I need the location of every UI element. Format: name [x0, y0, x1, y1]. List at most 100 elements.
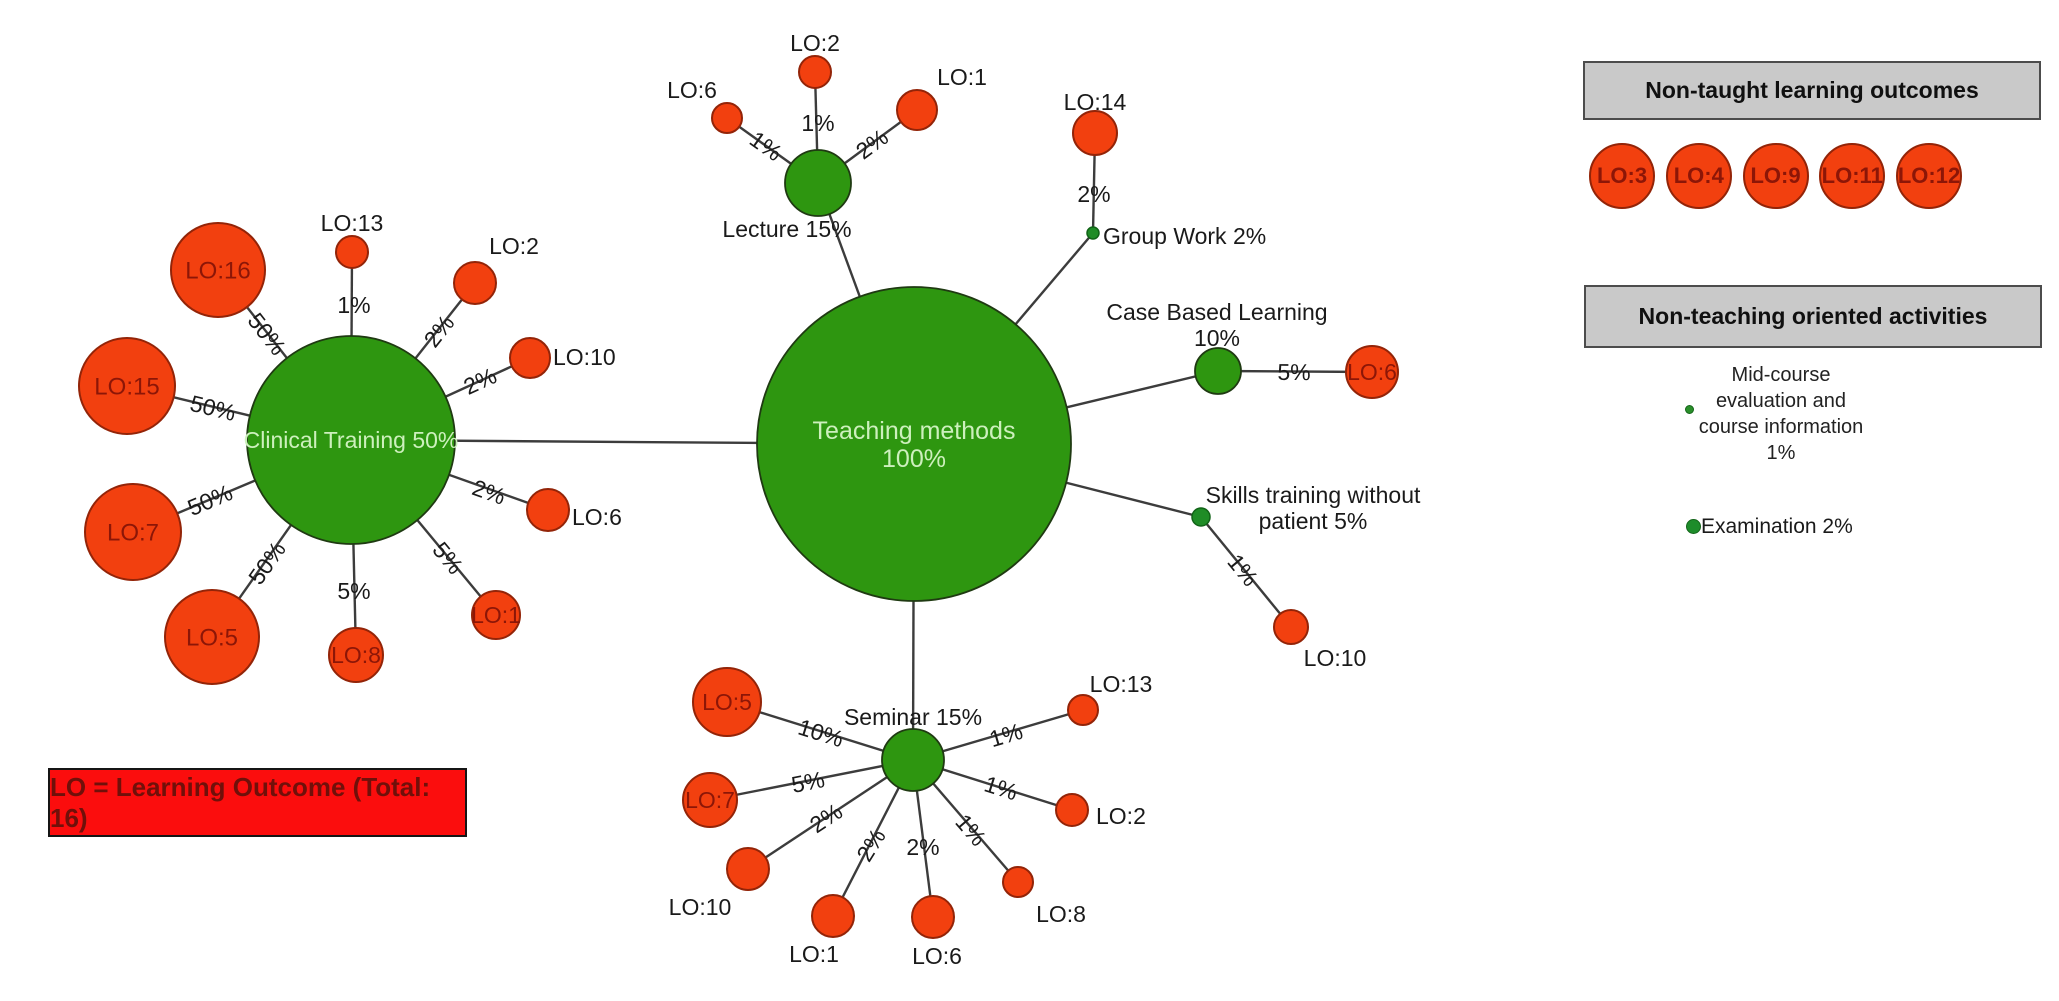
node-label-c8-0: LO:8 — [331, 642, 381, 668]
node-label-c15-0: LO:15 — [94, 373, 159, 400]
legend-item-mid-course: Mid-course evaluation and course informa… — [1661, 362, 1901, 466]
node-label-seminar-0: Seminar 15% — [844, 704, 982, 730]
node-m2 — [1055, 793, 1089, 827]
mid-course-line-1: Mid-course — [1731, 364, 1831, 386]
node-m7 — [682, 772, 738, 828]
legend-outcome-label-1: LO:3 — [1596, 163, 1648, 188]
legend-outcome-label-4: LO:11 — [1821, 163, 1883, 188]
node-l1 — [896, 89, 938, 131]
node-label-skills-0: Skills training without — [1206, 482, 1421, 508]
node-m6 — [911, 895, 955, 939]
node-teaching — [756, 286, 1072, 602]
edge-label-seminar-m1: 2% — [851, 824, 891, 866]
legend-non-taught-title: Non-taught learning outcomes — [1645, 77, 1979, 103]
node-c5 — [164, 589, 260, 685]
node-label-m5-0: LO:5 — [702, 689, 752, 715]
legend-outcome-circle-4: LO:11 — [1819, 143, 1886, 209]
edge-label-clinical-c7: 50% — [184, 479, 237, 521]
node-c16 — [170, 222, 266, 318]
nodes-layer — [78, 55, 1399, 939]
node-c8 — [328, 627, 384, 683]
node-label-clinical-0: Clinical Training 50% — [244, 427, 459, 453]
node-c2 — [453, 261, 497, 305]
node-lecture — [784, 149, 852, 217]
legend-outcome-circle-1: LO:3 — [1589, 143, 1655, 209]
edge-label-lecture-l2: 1% — [801, 110, 834, 136]
edge-label-lecture-l6: 1% — [745, 126, 787, 166]
node-m1 — [811, 894, 855, 938]
examination-dot-icon — [1686, 519, 1701, 534]
node-m10 — [726, 847, 770, 891]
legend-non-teaching-title: Non-teaching oriented activities — [1638, 303, 1988, 329]
legend-outcome-label-5: LO:12 — [1897, 163, 1961, 188]
edge-seminar-m10 — [747, 758, 914, 871]
node-label-l1-0: LO:1 — [937, 64, 987, 90]
edge-label-clinical-c6: 2% — [469, 474, 509, 510]
node-c1 — [471, 590, 521, 640]
edge-label-clinical-c15: 50% — [188, 390, 239, 426]
node-label-c16-0: LO:16 — [185, 257, 250, 284]
node-label-m10-0: LO:10 — [669, 894, 732, 920]
node-label-skills-1: patient 5% — [1259, 508, 1368, 534]
node-m8 — [1002, 866, 1034, 898]
node-groupwork — [1086, 226, 1100, 240]
node-c13 — [335, 235, 369, 269]
legend-outcome-label-2: LO:4 — [1673, 163, 1724, 188]
node-label-c1-0: LO:1 — [471, 602, 521, 628]
node-c6 — [526, 488, 570, 532]
edge-label-lecture-l1: 2% — [851, 124, 893, 165]
edge-label-seminar-m13: 1% — [986, 718, 1025, 752]
node-label-teaching-0: Teaching methods — [813, 417, 1016, 445]
legend-non-teaching-header: Non-teaching oriented activities — [1584, 285, 2042, 348]
node-label-b6-0: LO:6 — [1347, 359, 1397, 385]
node-label-m7-0: LO:7 — [685, 787, 735, 813]
node-m13 — [1067, 694, 1099, 726]
node-c7 — [84, 483, 182, 581]
examination-label: Examination 2% — [1701, 515, 1853, 538]
node-seminar — [881, 728, 945, 792]
node-label-c5-0: LO:5 — [186, 624, 238, 651]
node-label-l6-0: LO:6 — [667, 77, 717, 103]
mid-course-dot-icon — [1685, 405, 1694, 414]
mid-course-line-2: evaluation and — [1715, 390, 1847, 412]
edge-seminar-m7 — [709, 758, 914, 802]
node-label-groupwork-0: Group Work 2% — [1103, 223, 1266, 249]
node-label-s10-0: LO:10 — [1304, 645, 1367, 671]
node-cbl — [1194, 347, 1242, 395]
node-label-c2-0: LO:2 — [489, 233, 539, 259]
node-label-c7-0: LO:7 — [107, 519, 159, 546]
node-label-cbl-0: Case Based Learning — [1106, 299, 1327, 325]
node-label-c10-0: LO:10 — [553, 344, 616, 370]
node-label-m8-0: LO:8 — [1036, 901, 1086, 927]
edge-label-seminar-m7: 5% — [789, 766, 827, 798]
lo-note-text: LO = Learning Outcome (Total: 16) — [50, 771, 431, 833]
mid-course-line-4: 1% — [1766, 442, 1796, 464]
legend-outcome-label-3: LO:9 — [1750, 163, 1801, 188]
node-l6 — [711, 102, 743, 134]
node-label-l2-0: LO:2 — [790, 30, 840, 56]
edge-label-clinical-c8: 5% — [337, 578, 370, 604]
edge-label-clinical-c13: 1% — [337, 292, 370, 318]
node-b6 — [1345, 345, 1399, 399]
legend-outcome-circle-2: LO:4 — [1665, 143, 1732, 209]
node-c15 — [78, 337, 176, 435]
legend-outcome-circle-5: LO:12 — [1896, 143, 1962, 209]
legend-outcome-circle-3: LO:9 — [1742, 143, 1809, 209]
node-label-m6-0: LO:6 — [912, 943, 962, 969]
node-label-teaching-1: 100% — [882, 445, 946, 473]
edge-label-clinical-c16: 50% — [243, 308, 292, 360]
node-clinical — [246, 335, 456, 545]
node-g14 — [1072, 110, 1118, 156]
node-label-lecture-0: Lecture 15% — [722, 216, 851, 242]
edge-label-seminar-m5: 10% — [795, 714, 847, 753]
edge-label-seminar-m6: 2% — [906, 834, 939, 860]
node-label-m2-0: LO:2 — [1096, 803, 1146, 829]
node-label-cbl-1: 10% — [1194, 325, 1240, 351]
edge-label-seminar-m2: 1% — [981, 771, 1021, 806]
node-label-c13-0: LO:13 — [321, 210, 384, 236]
node-m5 — [692, 667, 762, 737]
edge-skills-s10 — [1200, 516, 1292, 628]
node-label-m13-0: LO:13 — [1090, 671, 1153, 697]
